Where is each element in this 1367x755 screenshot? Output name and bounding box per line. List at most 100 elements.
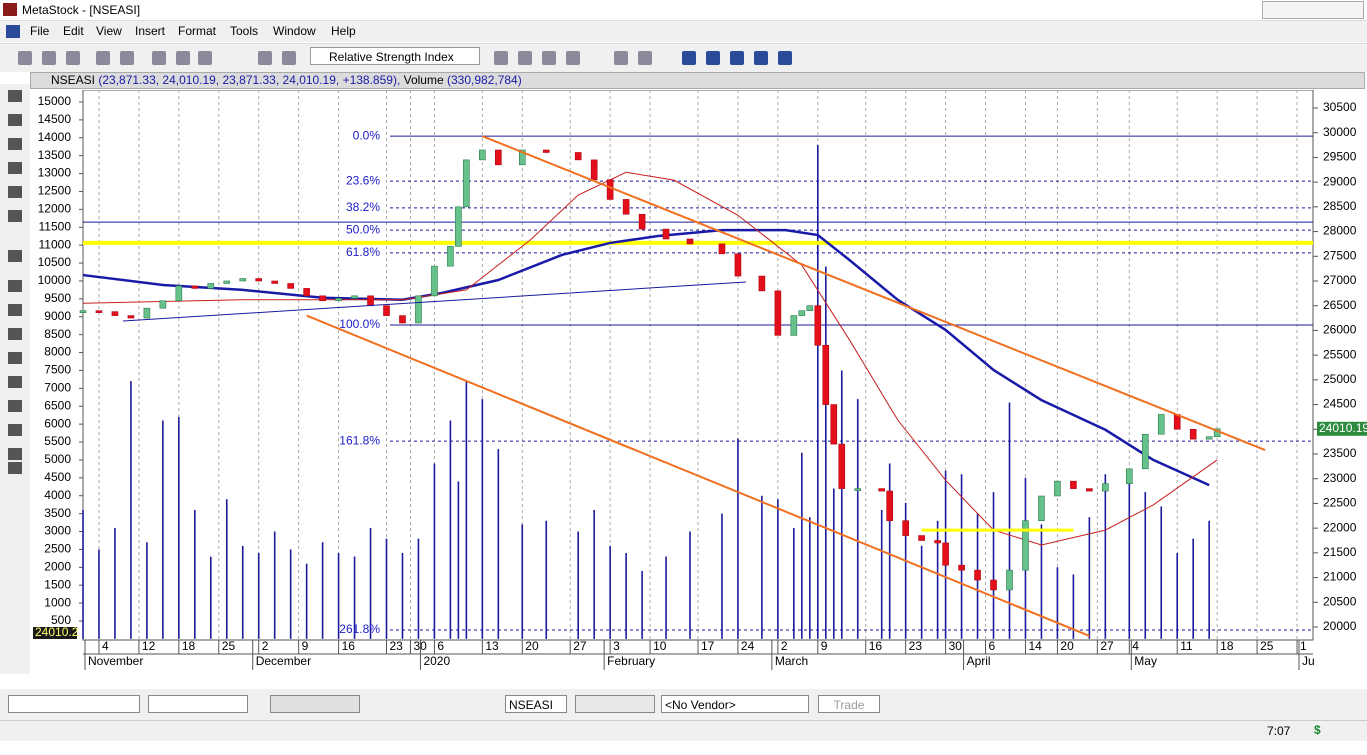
- tool[interactable]: [8, 448, 22, 460]
- x-tick-label: 27: [573, 639, 587, 653]
- y2-tick-label: 2000: [44, 559, 71, 573]
- candle: [990, 579, 997, 591]
- tool-button[interactable]: [18, 51, 32, 65]
- y2-tick-label: 6000: [44, 416, 71, 430]
- tool[interactable]: [8, 250, 22, 262]
- candle: [79, 310, 87, 313]
- clock: 7:07: [1267, 724, 1291, 738]
- y2-tick-label: 10500: [38, 255, 72, 269]
- y2-tick-label: 13500: [38, 148, 72, 162]
- tool-button[interactable]: [120, 51, 134, 65]
- window-controls[interactable]: [1262, 1, 1364, 19]
- menu-item[interactable]: Edit: [63, 24, 84, 38]
- candle: [319, 295, 326, 302]
- tool[interactable]: [8, 210, 22, 222]
- candle: [622, 199, 630, 215]
- bottom-toolbar: NSEASI <No Vendor> Trade: [0, 689, 1367, 720]
- tool[interactable]: [8, 114, 22, 126]
- tool-button[interactable]: [730, 51, 744, 65]
- fib-label: 161.8%: [339, 433, 380, 447]
- y2-tick-label: 1000: [44, 595, 71, 609]
- menu-item[interactable]: Tools: [230, 24, 259, 38]
- candle: [606, 179, 614, 200]
- candle: [934, 540, 941, 544]
- tool[interactable]: [8, 138, 22, 150]
- tool[interactable]: [8, 424, 22, 436]
- tool[interactable]: [8, 400, 22, 412]
- x-tick-label: 20: [1060, 639, 1074, 653]
- tool-button[interactable]: [176, 51, 190, 65]
- trend-line: [122, 281, 746, 322]
- tool-button[interactable]: [542, 51, 556, 65]
- tool-button[interactable]: [258, 51, 272, 65]
- candle: [335, 297, 342, 302]
- tool[interactable]: [8, 376, 22, 388]
- tool[interactable]: [8, 304, 22, 316]
- tool-button[interactable]: [566, 51, 580, 65]
- tool[interactable]: [8, 328, 22, 340]
- month-label: March: [775, 654, 808, 668]
- x-tick-label: 9: [302, 639, 309, 653]
- candle: [1054, 480, 1061, 497]
- y-tick-label: 27500: [1323, 248, 1357, 262]
- tool[interactable]: [8, 352, 22, 364]
- tool[interactable]: [8, 90, 22, 102]
- trade-button[interactable]: Trade: [818, 695, 880, 713]
- candle: [455, 206, 462, 247]
- dropdown[interactable]: [575, 695, 655, 713]
- moving-average: [82, 171, 1218, 546]
- candle: [830, 404, 838, 445]
- toolbar: [0, 43, 1367, 72]
- y2-tick-label: 11000: [39, 237, 72, 251]
- menu-item[interactable]: Help: [331, 24, 356, 38]
- candle: [518, 149, 526, 166]
- tool-button[interactable]: [754, 51, 768, 65]
- y2-tick-label: 6500: [44, 398, 71, 412]
- volume-label: Volume: [403, 73, 444, 87]
- doc-icon: [6, 25, 20, 38]
- tool-button[interactable]: [198, 51, 212, 65]
- candle: [367, 295, 374, 307]
- tool[interactable]: [8, 162, 22, 174]
- tool-button[interactable]: [282, 51, 296, 65]
- tool-button[interactable]: [152, 51, 166, 65]
- tool-button[interactable]: [614, 51, 628, 65]
- x-tick-label: 20: [525, 639, 539, 653]
- line-style[interactable]: [8, 695, 140, 713]
- fib-label: 23.6%: [346, 173, 380, 187]
- tool-button[interactable]: [42, 51, 56, 65]
- menu-item[interactable]: Format: [178, 24, 217, 38]
- y-tick-label: 21500: [1323, 545, 1357, 559]
- color-palette[interactable]: [270, 695, 360, 713]
- menu-item[interactable]: Window: [273, 24, 316, 38]
- indicator-dropdown[interactable]: Relative Strength Index: [310, 47, 480, 65]
- tool[interactable]: [8, 280, 22, 292]
- tool[interactable]: [8, 462, 22, 474]
- tool-button[interactable]: [682, 51, 696, 65]
- candle: [191, 285, 199, 289]
- tool-button[interactable]: [706, 51, 720, 65]
- tool-button[interactable]: [778, 51, 792, 65]
- candle: [718, 243, 726, 255]
- y2-tick-label: 15000: [38, 94, 72, 108]
- tool-button[interactable]: [66, 51, 80, 65]
- menu-item[interactable]: Insert: [135, 24, 166, 38]
- x-tick-label: 12: [142, 639, 156, 653]
- candle: [415, 295, 422, 324]
- candle: [287, 283, 294, 289]
- x-tick-label: 11: [1180, 639, 1193, 653]
- tool[interactable]: [8, 186, 22, 198]
- tool-button[interactable]: [638, 51, 652, 65]
- tool-button[interactable]: [96, 51, 110, 65]
- x-tick-label: 18: [182, 639, 196, 653]
- fib-label: 0.0%: [353, 128, 381, 142]
- tool-button[interactable]: [518, 51, 532, 65]
- menu-item[interactable]: View: [96, 24, 122, 38]
- symbol-box[interactable]: NSEASI: [505, 695, 567, 713]
- vendor-dropdown[interactable]: <No Vendor>: [661, 695, 809, 713]
- candle: [854, 488, 862, 491]
- line-width[interactable]: [148, 695, 248, 713]
- y2-tick-label: 3000: [44, 524, 71, 538]
- menu-item[interactable]: File: [30, 24, 50, 38]
- tool-button[interactable]: [494, 51, 508, 65]
